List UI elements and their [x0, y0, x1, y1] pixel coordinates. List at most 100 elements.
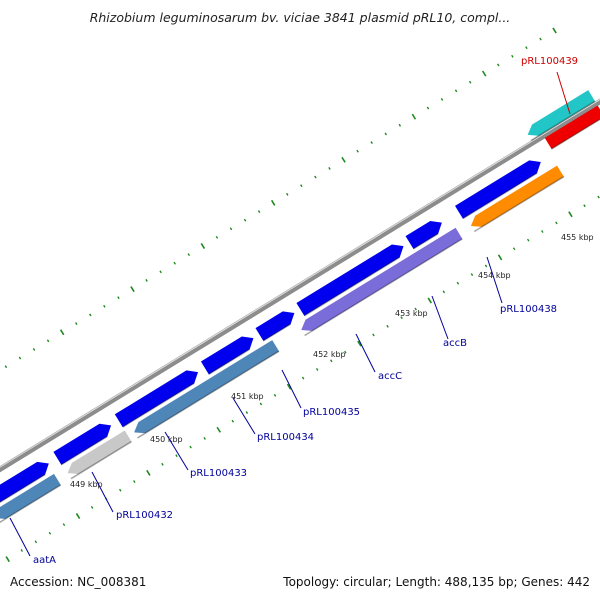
leader-line [431, 295, 449, 340]
minor-tick [328, 166, 331, 170]
gene-pRL100439-red-edge [551, 118, 600, 150]
plasmid-backbone [0, 98, 600, 473]
minor-tick [344, 350, 347, 354]
gene-label-pRL100439[interactable]: pRL100439 [521, 56, 578, 115]
gene-pRL100433-body [134, 340, 280, 434]
scale-label-5: 454 kbp [478, 271, 511, 280]
gene-label-text[interactable]: pRL100432 [116, 510, 173, 521]
gene-label-pRL100432[interactable]: pRL100432 [91, 471, 173, 521]
gene-aatA-body [0, 473, 61, 519]
minor-tick [484, 264, 488, 268]
minor-tick [372, 333, 375, 337]
gene-label-pRL100434[interactable]: pRL100434 [232, 397, 314, 443]
gene-pRL100439-red[interactable] [544, 105, 600, 150]
gene-pRL100432[interactable] [67, 430, 132, 480]
gene-arrow-1[interactable] [0, 461, 49, 509]
minor-tick [89, 313, 92, 317]
minor-tick [173, 261, 176, 265]
gene-label-text[interactable]: pRL100435 [303, 407, 360, 418]
leader-line [232, 397, 256, 435]
gene-label-pRL100438[interactable]: pRL100438 [486, 256, 557, 315]
minor-tick [187, 253, 191, 257]
backbone-line [0, 99, 600, 473]
minor-tick [203, 436, 206, 440]
minor-tick [470, 273, 474, 277]
gene-label-accB[interactable]: accB [431, 295, 467, 349]
gene-label-text[interactable]: aatA [33, 555, 56, 566]
leader-line [164, 431, 189, 471]
gene-features[interactable] [0, 90, 600, 524]
gene-accC-accB[interactable] [301, 227, 463, 337]
minor-tick [555, 221, 558, 225]
gene-label-accC[interactable]: accC [355, 333, 402, 382]
outer-tick-ring [4, 27, 557, 369]
major-tick [216, 426, 221, 433]
gene-label-text[interactable]: pRL100433 [190, 468, 247, 479]
minor-tick [189, 445, 192, 449]
gene-arrow-2[interactable] [53, 423, 112, 466]
gene-pRL100439-cyan[interactable] [527, 90, 596, 142]
gene-label-text[interactable]: accC [378, 371, 402, 382]
gene-label-text[interactable]: pRL100439 [521, 56, 578, 67]
gene-arrow-2-body [53, 423, 112, 465]
gene-aatA[interactable] [0, 473, 62, 524]
major-tick [341, 156, 346, 163]
minor-tick [512, 247, 516, 251]
minor-tick [400, 316, 403, 320]
minor-tick [597, 195, 600, 199]
major-tick [568, 211, 573, 218]
gene-arrow-8[interactable] [455, 160, 541, 220]
minor-tick [525, 46, 528, 50]
minor-tick [245, 411, 249, 414]
gene-arrow-5-edge [262, 323, 292, 342]
gene-label-text[interactable]: accB [443, 338, 467, 349]
minor-tick [526, 238, 530, 242]
gene-arrow-6[interactable] [296, 244, 404, 317]
gene-label-pRL100433[interactable]: pRL100433 [164, 431, 247, 479]
gene-pRL100433-edge [137, 350, 280, 439]
scale-label-2: 451 kbp [231, 392, 264, 401]
minor-tick [330, 359, 333, 363]
gene-labels[interactable]: aatA pRL100432 pRL100433 pRL100434 pRL100435… [9, 56, 578, 566]
minor-tick [356, 149, 359, 153]
minor-tick [4, 365, 8, 369]
minor-tick [286, 192, 289, 196]
gene-arrow-1-edge [0, 473, 46, 504]
minor-tick [20, 549, 24, 552]
gene-label-pRL100435[interactable]: pRL100435 [281, 369, 360, 418]
minor-tick [103, 304, 106, 308]
scale-label-6: 455 kbp [561, 233, 594, 242]
minor-tick [414, 307, 417, 311]
minor-tick [454, 89, 458, 93]
major-tick [270, 199, 276, 206]
minor-tick [315, 368, 319, 371]
major-tick [5, 556, 10, 563]
gene-pRL100438[interactable] [470, 165, 565, 233]
gene-arrow-7[interactable] [405, 220, 442, 250]
minor-tick [117, 296, 120, 300]
leader-line [9, 517, 31, 557]
minor-tick [541, 230, 544, 233]
gene-label-text[interactable]: pRL100434 [257, 432, 314, 443]
map-title: Rhizobium leguminosarum bv. viciae 3841 … [89, 10, 511, 25]
leader-line [556, 71, 571, 115]
gene-arrow-5[interactable] [255, 311, 295, 342]
gene-arrow-3[interactable] [114, 370, 199, 428]
gene-pRL100439-cyan-edge [530, 100, 596, 142]
major-tick [552, 27, 557, 34]
gene-arrow-7-edge [413, 233, 439, 250]
gene-arrow-8-edge [462, 172, 538, 220]
minor-tick [48, 531, 52, 535]
gene-label-aatA[interactable]: aatA [9, 517, 56, 566]
minor-tick [426, 106, 430, 110]
gene-arrow-4[interactable] [200, 336, 254, 375]
gene-label-text[interactable]: pRL100438 [500, 304, 557, 315]
minor-tick [442, 290, 446, 294]
gene-pRL100433[interactable] [134, 340, 280, 439]
major-tick [130, 286, 135, 293]
minor-tick [511, 54, 514, 58]
major-tick [200, 243, 206, 249]
gene-arrow-7-body [405, 220, 442, 249]
minor-tick [90, 505, 94, 509]
